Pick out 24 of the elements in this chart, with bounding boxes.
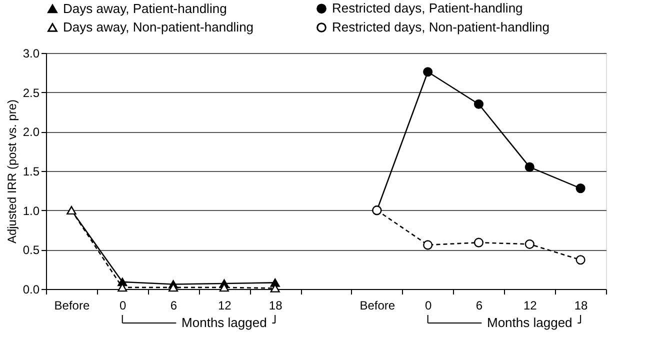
text: Months lagged	[182, 315, 267, 330]
x-tick-label: 12	[523, 298, 538, 312]
x-tick-label: 6	[476, 298, 483, 312]
legend-label: Days away, Patient-handling	[63, 0, 227, 16]
text: Months lagged	[486, 315, 572, 330]
x-tick-label: 0	[424, 298, 432, 312]
y-axis-title: Adjusted IRR (post vs. pre)	[4, 99, 19, 244]
y-tick-label: 0.5	[22, 243, 40, 258]
legend-label: Restricted days, Patient-handling	[332, 0, 523, 16]
legend-label: Restricted days, Non-patient-handling	[332, 20, 550, 34]
x-tick-label: 6	[170, 298, 178, 312]
legend-label: Days away, Non-patient-handling	[63, 20, 254, 34]
y-tick-label: 2.0	[22, 125, 40, 140]
x-tick-label: 0	[120, 298, 127, 312]
y-tick-label: 2.5	[22, 86, 40, 100]
y-tick-label: 3.0	[22, 46, 40, 60]
x-tick-label: 18	[268, 298, 283, 312]
x-tick-label: 18	[574, 298, 588, 312]
y-tick-label: 1.5	[22, 164, 40, 178]
y-tick-label: 0.0	[22, 282, 40, 296]
x-tick-label: 12	[218, 298, 232, 312]
x-tick-label: Before	[54, 298, 90, 312]
y-tick-label: 1.0	[22, 204, 40, 218]
x-tick-label: Before	[360, 298, 396, 312]
